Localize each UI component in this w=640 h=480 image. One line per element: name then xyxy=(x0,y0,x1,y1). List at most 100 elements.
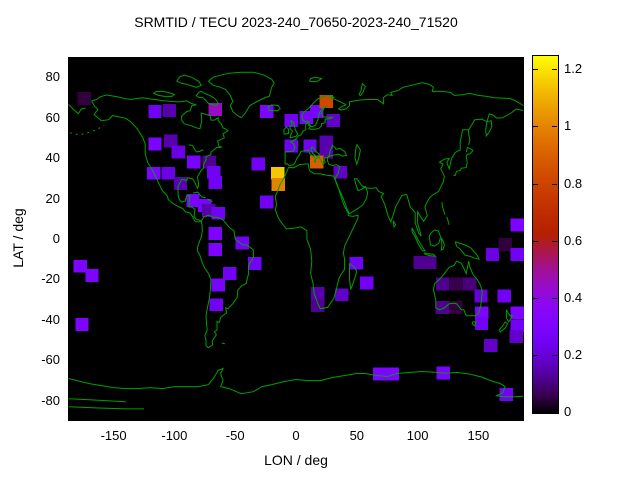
heatmap-cell xyxy=(335,288,349,302)
colorbar-tick-label: 1 xyxy=(564,118,572,134)
coastline xyxy=(267,104,281,112)
colorbar-tick-mark xyxy=(533,354,538,356)
coastline xyxy=(68,398,126,403)
coastline xyxy=(441,201,446,215)
coastline xyxy=(471,321,477,327)
heatmap-cell xyxy=(360,276,374,290)
heatmap-cell xyxy=(299,111,313,125)
coastline xyxy=(349,262,358,290)
colorbar-tick-label: 1.2 xyxy=(564,61,583,77)
coastline xyxy=(411,227,426,252)
coastline xyxy=(91,94,229,223)
y-tick-label: 60 xyxy=(45,109,60,125)
heatmap-cell xyxy=(310,105,324,118)
heatmap-cell xyxy=(510,218,524,232)
heatmap-cell xyxy=(509,330,523,343)
heatmap-cell xyxy=(510,306,524,320)
colorbar-tick-label: 0.4 xyxy=(564,289,583,305)
y-tick-label: 80 xyxy=(45,69,60,85)
heatmap-cell xyxy=(311,299,325,313)
heatmap-cell xyxy=(251,157,265,171)
coastline xyxy=(453,146,474,177)
heatmap-cell xyxy=(211,206,225,220)
heatmap-cell xyxy=(449,300,463,314)
heatmap-cell xyxy=(436,277,450,291)
heatmap-cell xyxy=(435,300,449,314)
coastline xyxy=(283,126,290,135)
colorbar-tick-mark xyxy=(533,183,538,185)
coastline xyxy=(274,163,359,310)
heatmap-cell xyxy=(164,134,178,148)
coastline xyxy=(440,237,445,252)
heatmap-cell xyxy=(475,306,489,320)
heatmap-cell xyxy=(450,277,464,291)
coastline xyxy=(69,124,105,136)
y-tick-label: 0 xyxy=(52,231,60,246)
coastline xyxy=(423,252,437,257)
y-tick-label: -80 xyxy=(41,392,60,408)
x-tick-label: -100 xyxy=(161,428,188,443)
heatmap-cell xyxy=(474,289,488,303)
heatmap-cell xyxy=(206,165,221,179)
coastline xyxy=(188,144,204,153)
heatmap-cell xyxy=(161,166,175,180)
heatmap-cell xyxy=(208,243,222,256)
heatmap-cell xyxy=(271,166,285,180)
colorbar-tick-mark xyxy=(552,297,557,299)
heatmap-cell xyxy=(75,318,89,331)
coastline xyxy=(327,157,341,179)
coastline xyxy=(392,220,397,229)
y-tick-label: -40 xyxy=(41,311,60,327)
heatmap-cell xyxy=(260,195,274,209)
coastline xyxy=(289,146,328,167)
heatmap-cell xyxy=(326,114,340,128)
coastline xyxy=(195,90,219,107)
heatmap-cell xyxy=(235,236,249,250)
chart-title: SRMTID / TECU 2023-240_70650-2023-240_71… xyxy=(134,14,458,30)
heatmap-cell xyxy=(208,103,222,116)
heatmap-cell xyxy=(173,176,188,190)
coastline xyxy=(354,144,361,166)
heatmap-cell xyxy=(85,268,99,282)
x-tick-label: 0 xyxy=(292,428,300,443)
coastline xyxy=(454,241,480,260)
colorbar-tick-mark xyxy=(533,126,538,128)
heatmap-cell xyxy=(463,277,477,291)
x-tick-label: 100 xyxy=(406,428,429,443)
y-tick-label: 20 xyxy=(45,190,60,206)
heatmap-cell xyxy=(148,105,162,118)
coastline xyxy=(207,71,275,119)
x-tick-label: 50 xyxy=(349,428,365,443)
coastline xyxy=(176,74,202,88)
coastline xyxy=(428,229,442,247)
coastline xyxy=(68,104,86,115)
x-tick-label: 150 xyxy=(467,428,490,443)
coastline xyxy=(446,216,450,225)
heatmap-cell xyxy=(349,256,363,270)
heatmap-cell xyxy=(77,92,92,105)
coastline xyxy=(361,82,524,106)
heatmap-cell xyxy=(319,135,334,149)
colorbar-tick-label: 0 xyxy=(564,404,572,419)
colorbar-tick-label: 0.2 xyxy=(564,346,583,362)
y-tick-label: 40 xyxy=(45,150,60,166)
coastline xyxy=(358,82,366,97)
coastline xyxy=(197,214,254,349)
heatmap-cell xyxy=(385,367,400,381)
heatmap-cell xyxy=(373,367,387,381)
heatmap-cell xyxy=(497,289,511,303)
heatmap-cell xyxy=(208,175,222,189)
coastline xyxy=(432,260,483,317)
world-heatmap xyxy=(68,71,524,410)
coastline xyxy=(152,90,176,97)
colorbar-tick-label: 0.8 xyxy=(564,175,583,191)
heatmap-cell xyxy=(162,104,177,117)
x-tick-label: -50 xyxy=(225,428,245,443)
heatmap-cell xyxy=(223,266,237,280)
x-axis-label: LON / deg xyxy=(264,452,328,468)
heatmap-cell xyxy=(211,278,225,292)
coastline xyxy=(284,95,362,167)
map-plot-area xyxy=(68,57,524,421)
heatmap-cell xyxy=(510,247,524,261)
